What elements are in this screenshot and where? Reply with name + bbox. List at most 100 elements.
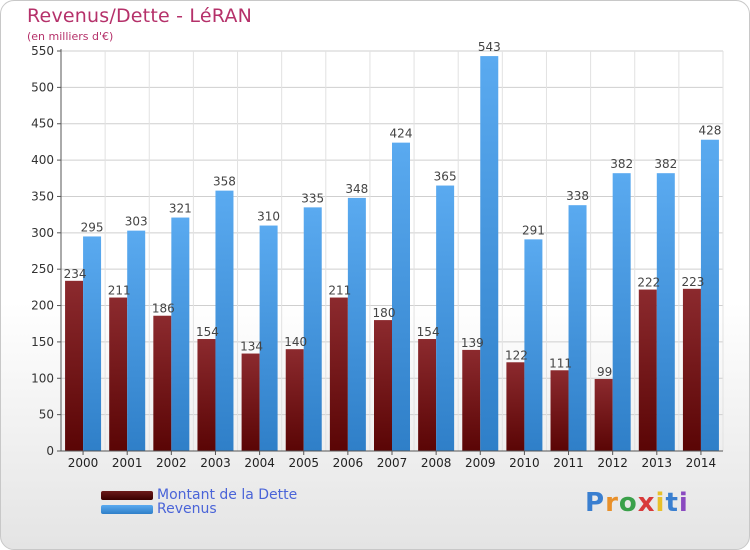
y-tick-label: 300 [31, 226, 54, 240]
data-label-dette: 223 [681, 275, 704, 289]
bar-dette [329, 297, 348, 451]
data-label-revenus: 295 [81, 220, 104, 234]
bar-dette [550, 370, 569, 451]
x-tick-label: 2006 [333, 456, 364, 470]
x-tick-label: 2014 [686, 456, 717, 470]
y-tick-label: 550 [31, 44, 54, 58]
data-label-revenus: 310 [257, 210, 280, 224]
bar-revenus [215, 190, 234, 452]
chart-subtitle: (en milliers d'€) [27, 30, 114, 43]
data-label-dette: 139 [461, 336, 484, 350]
bar-revenus [700, 139, 719, 451]
x-tick-label: 2011 [553, 456, 584, 470]
data-label-revenus: 358 [213, 175, 236, 189]
bar-revenus [83, 236, 102, 451]
bar-dette [638, 289, 657, 451]
bar-dette [374, 320, 392, 451]
data-label-revenus: 543 [478, 40, 501, 54]
bars [65, 56, 719, 452]
x-tick-label: 2008 [421, 456, 452, 470]
x-tick-label: 2013 [642, 456, 673, 470]
bar-revenus [656, 173, 675, 451]
bar-revenus [259, 225, 278, 451]
bar-revenus [480, 56, 499, 451]
bar-revenus [171, 217, 190, 451]
axes: 0 50 100 150 200 250 300 350 400 450 500 550 2000 200… [31, 44, 723, 470]
x-tick-label: 2010 [509, 456, 540, 470]
y-tick-label: 400 [31, 153, 54, 167]
bar-revenus [612, 173, 631, 451]
data-label-dette: 134 [240, 340, 263, 354]
proxiti-logo: Proxiti [585, 488, 689, 518]
data-label-dette: 122 [505, 348, 528, 362]
bar-dette [197, 339, 216, 451]
x-tick-label: 2009 [465, 456, 496, 470]
legend-item-dette: Montant de la Dette [101, 487, 297, 503]
data-label-dette: 234 [64, 267, 87, 281]
data-label-revenus: 335 [301, 191, 324, 205]
x-tick-label: 2002 [156, 456, 187, 470]
data-label-revenus: 303 [125, 215, 148, 229]
bar-dette [65, 280, 84, 451]
data-label-revenus: 348 [345, 182, 368, 196]
legend-swatch-dette [101, 490, 153, 500]
y-tick-label: 250 [31, 262, 54, 276]
data-label-revenus: 428 [698, 124, 721, 138]
data-label-revenus: 424 [390, 127, 413, 141]
chart-title: Revenus/Dette - LéRAN [27, 5, 252, 27]
x-tick-label: 2005 [288, 456, 319, 470]
bar-dette [153, 315, 172, 451]
data-label-dette: 99 [597, 365, 612, 379]
data-label-dette: 180 [373, 306, 396, 320]
data-label-revenus: 338 [566, 189, 589, 203]
data-label-revenus: 382 [654, 157, 677, 171]
data-label-dette: 154 [196, 325, 219, 339]
bar-dette [506, 362, 525, 451]
bar-dette [594, 379, 613, 451]
y-tick-label: 450 [31, 117, 54, 131]
data-label-revenus: 365 [434, 170, 457, 184]
data-label-dette: 222 [637, 276, 660, 290]
bar-dette [462, 349, 481, 451]
y-tick-label: 50 [39, 408, 54, 422]
y-tick-label: 100 [31, 371, 54, 385]
x-tick-label: 2003 [200, 456, 231, 470]
data-label-dette: 186 [152, 302, 175, 316]
data-label-revenus: 291 [522, 223, 545, 237]
x-tick-label: 2000 [68, 456, 99, 470]
data-label-dette: 111 [549, 356, 572, 370]
y-tick-label: 0 [46, 444, 54, 458]
bar-revenus [392, 142, 410, 452]
x-tick-label: 2012 [597, 456, 628, 470]
value-labels: 234 295 211 303 186 321 154 358 134 310 140 335 211 3… [64, 40, 722, 379]
y-tick-label: 500 [31, 80, 54, 94]
bar-revenus [347, 197, 366, 451]
data-label-revenus: 382 [610, 157, 633, 171]
bar-dette [682, 288, 701, 451]
y-tick-label: 200 [31, 299, 54, 313]
data-label-revenus: 321 [169, 202, 192, 216]
bar-revenus [127, 230, 146, 451]
bar-revenus [524, 239, 543, 451]
legend-label-dette: Montant de la Dette [157, 487, 298, 503]
data-label-dette: 211 [108, 284, 131, 298]
x-tick-label: 2004 [244, 456, 275, 470]
legend-swatch-revenus [101, 504, 153, 514]
bar-revenus [568, 205, 587, 451]
y-tick-label: 150 [31, 335, 54, 349]
bar-dette [109, 297, 128, 451]
data-label-dette: 140 [284, 335, 307, 349]
y-tick-label: 350 [31, 189, 54, 203]
x-tick-label: 2007 [377, 456, 408, 470]
x-tick-label: 2001 [112, 456, 143, 470]
data-label-dette: 211 [328, 284, 351, 298]
bar-dette [418, 339, 437, 451]
bar-dette [241, 353, 260, 451]
legend-label-revenus: Revenus [157, 501, 217, 517]
bar-dette [285, 349, 304, 451]
bar-revenus [303, 207, 322, 451]
bar-revenus [436, 185, 455, 451]
legend-item-revenus: Revenus [101, 501, 217, 517]
